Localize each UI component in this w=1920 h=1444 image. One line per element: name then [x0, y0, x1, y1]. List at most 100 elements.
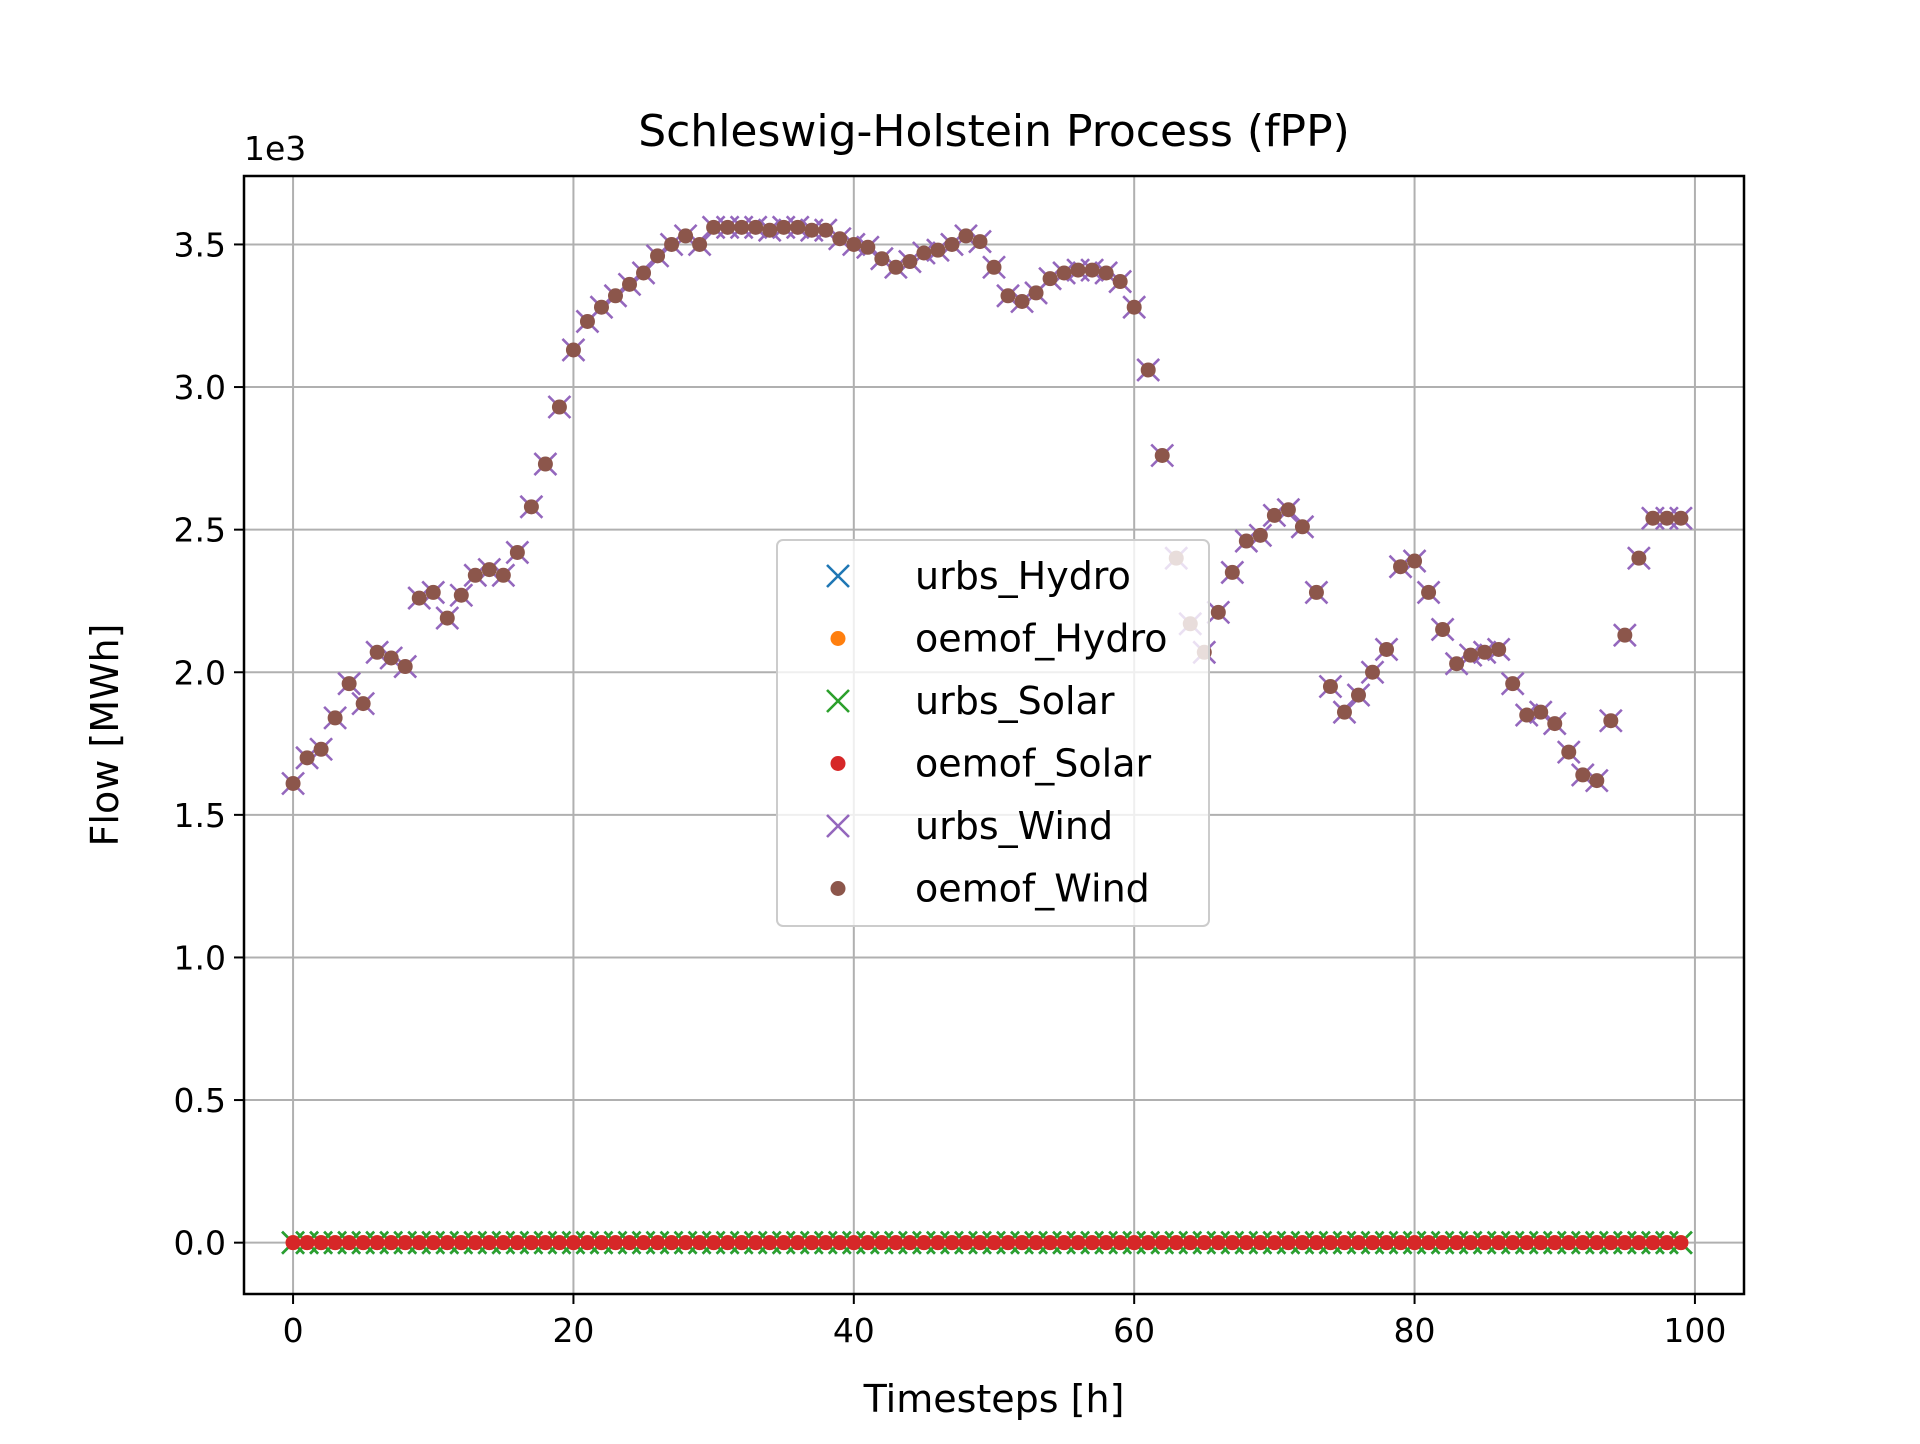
data-point: [1266, 1235, 1282, 1251]
data-point: [411, 590, 427, 606]
data-point: [664, 1235, 680, 1251]
y-tick-label: 3.0: [174, 368, 226, 407]
data-point: [1421, 584, 1437, 600]
data-point: [748, 219, 764, 235]
data-point: [790, 219, 806, 235]
x-tick-label: 0: [283, 1311, 304, 1350]
legend-marker: [830, 881, 846, 896]
legend-marker: [830, 756, 846, 771]
legend-label: urbs_Solar: [915, 679, 1115, 723]
data-point: [916, 1235, 932, 1251]
legend-label: urbs_Wind: [915, 804, 1113, 848]
data-point: [1266, 507, 1282, 523]
data-point: [299, 1235, 315, 1251]
data-point: [607, 1235, 623, 1251]
data-point: [551, 399, 567, 415]
data-point: [1336, 704, 1352, 720]
data-point: [1252, 1235, 1268, 1251]
legend-item: urbs_Hydro: [826, 554, 1131, 598]
data-point: [579, 313, 595, 329]
data-series: [281, 215, 1693, 1255]
data-point: [734, 1235, 750, 1251]
y-tick-label: 1.0: [174, 938, 226, 977]
data-point: [1098, 1235, 1114, 1251]
data-point: [1645, 510, 1661, 526]
data-point: [1645, 1235, 1661, 1251]
data-point: [622, 276, 638, 292]
data-point: [439, 1235, 455, 1251]
data-point: [1533, 704, 1549, 720]
data-point: [495, 567, 511, 583]
data-point: [720, 1235, 736, 1251]
data-point: [1000, 288, 1016, 304]
data-point: [607, 288, 623, 304]
legend-item: oemof_Solar: [830, 742, 1151, 786]
data-point: [1238, 1235, 1254, 1251]
data-point: [804, 1235, 820, 1251]
x-tick-label: 40: [833, 1311, 875, 1350]
data-point: [1350, 1235, 1366, 1251]
data-point: [467, 567, 483, 583]
data-point: [1603, 713, 1619, 729]
data-point: [832, 231, 848, 247]
data-point: [1519, 1235, 1535, 1251]
data-point: [1449, 656, 1465, 672]
data-point: [481, 1235, 497, 1251]
data-point: [1000, 1235, 1016, 1251]
data-point: [1294, 1235, 1310, 1251]
data-point: [860, 1235, 876, 1251]
legend-marker: [826, 814, 850, 838]
data-point: [1547, 1235, 1563, 1251]
data-point: [972, 1235, 988, 1251]
data-point: [874, 251, 890, 267]
chart-title: Schleswig-Holstein Process (fPP): [638, 106, 1350, 157]
data-point: [762, 222, 778, 238]
data-point: [1350, 687, 1366, 703]
y-tick-label: 3.5: [174, 225, 226, 264]
data-point: [313, 741, 329, 757]
data-point: [495, 1235, 511, 1251]
data-point: [1463, 647, 1479, 663]
data-point: [1477, 644, 1493, 660]
data-point: [1659, 510, 1675, 526]
data-point: [1379, 641, 1395, 657]
data-point: [453, 1235, 469, 1251]
data-point: [1407, 1235, 1423, 1251]
data-point: [1014, 293, 1030, 309]
data-point: [453, 587, 469, 603]
data-point: [636, 1235, 652, 1251]
y-tick-label: 0.5: [174, 1081, 226, 1120]
data-point: [720, 219, 736, 235]
axis-ticks: 0 20 40 60 80 100 0.0 0.5 1.0 1.5 2.0 2.5 3.0 3.5: [174, 225, 1727, 1350]
legend-label: urbs_Hydro: [915, 554, 1131, 598]
data-point: [1224, 1235, 1240, 1251]
y-tick-label: 2.5: [174, 511, 226, 550]
data-point: [1098, 265, 1114, 281]
legend-label: oemof_Hydro: [915, 617, 1168, 661]
data-point: [1505, 1235, 1521, 1251]
data-point: [1042, 271, 1058, 287]
data-point: [678, 228, 694, 244]
data-point: [860, 239, 876, 255]
legend-item: oemof_Wind: [830, 867, 1150, 911]
data-point: [1126, 299, 1142, 315]
data-point: [958, 1235, 974, 1251]
data-point: [1533, 1235, 1549, 1251]
legend-item: oemof_Hydro: [830, 617, 1168, 661]
data-point: [930, 242, 946, 258]
data-point: [579, 1235, 595, 1251]
data-point: [1435, 1235, 1451, 1251]
data-point: [1112, 274, 1128, 290]
data-point: [734, 219, 750, 235]
data-point: [1112, 1235, 1128, 1251]
data-point: [341, 676, 357, 692]
data-point: [1028, 285, 1044, 301]
data-point: [1673, 510, 1689, 526]
data-point: [369, 644, 385, 660]
data-point: [1056, 1235, 1072, 1251]
data-point: [1168, 1235, 1184, 1251]
x-axis-label: Timesteps [h]: [863, 1377, 1125, 1421]
data-point: [1182, 1235, 1198, 1251]
data-point: [537, 456, 553, 472]
